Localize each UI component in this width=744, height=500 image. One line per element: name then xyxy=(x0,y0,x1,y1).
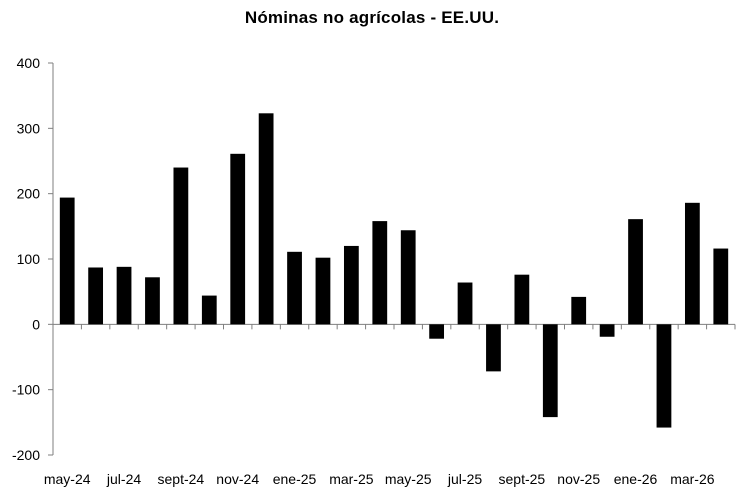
y-tick-label: -100 xyxy=(12,382,40,398)
bar-nov-25 xyxy=(571,296,587,325)
y-tick-label: -200 xyxy=(12,447,40,463)
x-tick-label: mar-25 xyxy=(329,471,374,487)
bar-sept-24 xyxy=(173,167,189,325)
bar-jun-25 xyxy=(429,324,445,339)
x-tick-label: nov-25 xyxy=(557,471,600,487)
bar-ene-26 xyxy=(628,219,643,325)
y-tick-label: 200 xyxy=(17,186,41,202)
bar-abr-25 xyxy=(372,221,388,325)
bar-oct-24 xyxy=(201,295,217,325)
bar-dic-25 xyxy=(599,324,615,337)
y-tick-label: 400 xyxy=(17,55,41,71)
chart-title: Nóminas no agrícolas - EE.UU. xyxy=(244,8,500,27)
y-axis-ticks: 400 300 200 100 0 -100 -200 xyxy=(12,55,53,463)
bar-jul-25 xyxy=(457,282,473,325)
bar-jun-24 xyxy=(88,267,104,325)
bar-feb-25 xyxy=(315,257,331,325)
x-tick-label: ene-25 xyxy=(273,471,317,487)
y-tick-label: 0 xyxy=(32,316,40,332)
x-axis-ticks xyxy=(52,324,736,330)
bar-ago-24 xyxy=(145,277,160,325)
y-tick-label: 300 xyxy=(17,120,41,136)
x-tick-label: may-25 xyxy=(385,471,432,487)
bar-ene-25 xyxy=(287,251,302,325)
bars xyxy=(59,113,729,428)
bar-ago-25 xyxy=(486,324,501,372)
bar-sept-25 xyxy=(514,274,530,325)
x-tick-label: jul-25 xyxy=(447,471,482,487)
x-tick-label: jul-24 xyxy=(106,471,141,487)
x-tick-label: mar-26 xyxy=(670,471,715,487)
bar-may-24 xyxy=(59,197,75,325)
bar-mar-25 xyxy=(343,245,359,325)
bar-may-25 xyxy=(400,230,416,325)
bar-nov-24 xyxy=(230,153,246,325)
x-tick-label: nov-24 xyxy=(216,471,259,487)
bar-mar-26 xyxy=(684,202,700,325)
y-tick-label: 100 xyxy=(17,251,41,267)
bar-oct-25 xyxy=(542,324,558,418)
x-tick-label: sept-24 xyxy=(158,471,205,487)
bar-jul-24 xyxy=(116,266,132,325)
bar-dic-24 xyxy=(258,113,274,325)
x-tick-label: sept-25 xyxy=(499,471,546,487)
x-axis-labels: may-24 jul-24 sept-24 nov-24 ene-25 mar-25 may… xyxy=(44,471,715,487)
bar-feb-26 xyxy=(656,324,672,428)
bar-abr-26 xyxy=(713,248,729,325)
x-tick-label: ene-26 xyxy=(614,471,658,487)
x-tick-label: may-24 xyxy=(44,471,91,487)
